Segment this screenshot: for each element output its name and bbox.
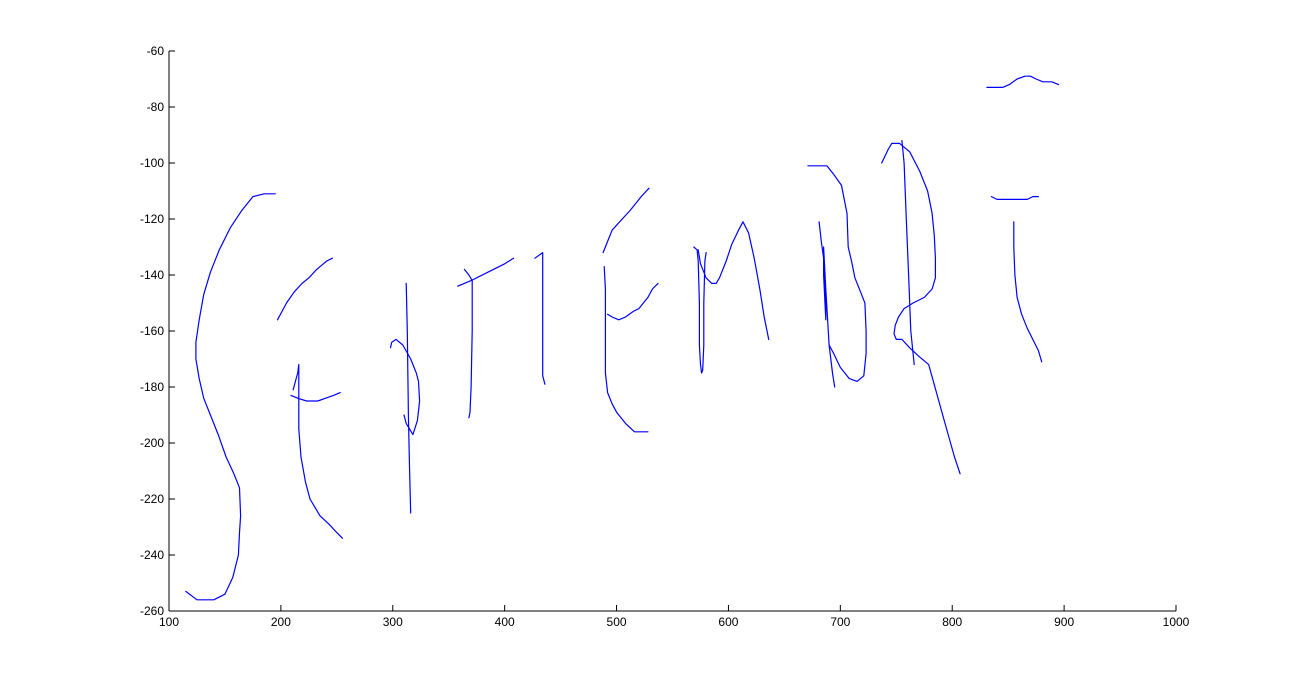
y-tick-label: -220 — [140, 492, 164, 506]
y-tick-label: -180 — [140, 380, 164, 394]
stroke-2 — [276, 257, 333, 321]
stroke-6 — [389, 338, 421, 436]
y-tick-label: -120 — [140, 212, 164, 226]
stroke-7 — [457, 257, 515, 287]
stroke-11 — [603, 266, 649, 433]
stroke-19 — [986, 75, 1060, 89]
handwriting-strokes — [185, 75, 1060, 601]
tick-labels: 100 200 300 400 500 600 700 800 900 1000 -60 -80 -10… — [140, 44, 1190, 629]
stroke-4 — [290, 392, 341, 402]
ticks — [168, 50, 1177, 612]
x-tick-label: 400 — [495, 615, 515, 629]
stroke-18 — [901, 140, 915, 366]
stroke-10 — [602, 187, 650, 254]
stroke-3 — [292, 364, 343, 539]
stroke-16 — [807, 165, 867, 382]
stroke-13 — [693, 246, 707, 374]
y-tick-label: -200 — [140, 436, 164, 450]
y-tick-label: -140 — [140, 268, 164, 282]
stroke-9 — [534, 252, 546, 385]
y-tick-label: -240 — [140, 548, 164, 562]
x-tick-label: 1000 — [1163, 615, 1190, 629]
stroke-15 — [818, 221, 836, 388]
stroke-20 — [990, 196, 1040, 200]
y-tick-label: -80 — [147, 100, 165, 114]
x-tick-label: 700 — [830, 615, 850, 629]
y-tick-label: -160 — [140, 324, 164, 338]
stroke-5 — [405, 282, 412, 514]
x-tick-label: 600 — [718, 615, 738, 629]
axes — [168, 51, 1176, 612]
x-tick-label: 300 — [383, 615, 403, 629]
stroke-14 — [697, 221, 770, 340]
stroke-21 — [1013, 221, 1043, 363]
y-tick-label: -60 — [147, 44, 165, 58]
stroke-12 — [606, 282, 659, 321]
y-tick-label: -260 — [140, 604, 164, 618]
x-tick-label: 900 — [1054, 615, 1074, 629]
x-tick-label: 800 — [942, 615, 962, 629]
y-tick-label: -100 — [140, 156, 164, 170]
stroke-17 — [881, 142, 961, 475]
x-tick-label: 500 — [607, 615, 627, 629]
x-tick-label: 200 — [271, 615, 291, 629]
stroke-8 — [463, 268, 473, 419]
x-tick-label: 100 — [159, 615, 179, 629]
stroke-1 — [185, 193, 276, 601]
